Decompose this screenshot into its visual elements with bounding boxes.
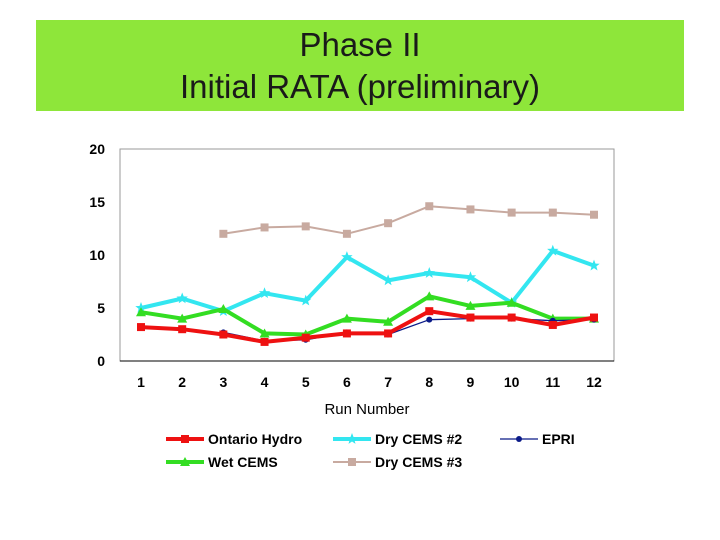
data-point	[341, 251, 353, 262]
x-tick-label: 6	[343, 374, 351, 390]
x-tick-label: 12	[586, 374, 602, 390]
series-dry-cems-3	[219, 202, 598, 238]
data-point	[346, 433, 358, 444]
legend-label: Ontario Hydro	[208, 431, 302, 447]
y-tick-label: 20	[89, 141, 105, 157]
data-point	[300, 294, 312, 306]
data-point	[516, 436, 522, 442]
x-tick-label: 2	[178, 374, 186, 390]
data-point	[180, 457, 190, 466]
data-point	[136, 307, 146, 317]
data-point	[590, 210, 598, 219]
legend-item: Wet CEMS	[166, 454, 278, 470]
series-line	[140, 309, 595, 344]
legend-label: Dry CEMS #2	[375, 431, 462, 447]
data-point	[465, 300, 476, 310]
x-tick-label: 7	[384, 374, 392, 390]
slide-title-line-2: Initial RATA (preliminary)	[179, 68, 541, 105]
data-point	[176, 292, 188, 304]
y-tick-label: 0	[97, 353, 105, 369]
data-point	[218, 304, 229, 314]
data-point	[181, 435, 189, 443]
series-layer	[135, 202, 600, 346]
data-point	[259, 328, 270, 338]
data-point	[258, 287, 271, 298]
series-line	[140, 294, 594, 337]
y-tick-label: 5	[97, 300, 105, 316]
data-point	[260, 337, 269, 346]
chart-axes	[119, 148, 615, 362]
data-point	[425, 307, 434, 316]
legend-label: Wet CEMS	[208, 454, 278, 470]
slide-title-line-1: Phase II	[299, 26, 421, 63]
data-point	[342, 329, 351, 338]
data-point	[341, 313, 352, 323]
data-point	[382, 274, 394, 286]
x-tick-label: 5	[302, 374, 310, 390]
legend-item: Ontario Hydro	[166, 431, 302, 447]
data-point	[588, 259, 600, 271]
x-tick-label: 8	[425, 374, 433, 390]
data-point	[219, 229, 228, 238]
data-point	[590, 313, 598, 322]
data-point	[466, 205, 475, 214]
data-point	[383, 316, 394, 326]
x-axis-label: Run Number	[324, 401, 409, 418]
data-point	[301, 333, 310, 342]
data-point	[548, 208, 557, 217]
x-tick-label: 3	[219, 374, 227, 390]
data-point	[507, 208, 516, 217]
title-band: Phase II Initial RATA (preliminary)	[36, 20, 684, 111]
x-tick-label: 9	[467, 374, 475, 390]
y-tick-label: 15	[89, 194, 105, 210]
data-point	[301, 222, 310, 231]
data-point	[384, 329, 393, 338]
data-point	[426, 316, 433, 323]
data-point	[342, 229, 351, 238]
series-ontario-hydro	[137, 307, 598, 346]
data-point	[466, 313, 475, 322]
x-tick-label: 4	[261, 374, 269, 390]
data-point	[547, 244, 559, 256]
legend-label: EPRI	[542, 431, 575, 447]
data-point	[260, 223, 269, 232]
legend-label: Dry CEMS #3	[375, 454, 462, 470]
x-tick-label: 10	[504, 374, 520, 390]
chart-legend: Ontario Hydro Dry CEMS #2 EPRI Wet CEMS Dry …	[166, 431, 575, 470]
data-point	[423, 267, 435, 278]
data-point	[177, 313, 188, 323]
data-point	[548, 320, 557, 329]
data-point	[425, 202, 434, 211]
data-point	[506, 297, 517, 307]
series-line	[223, 205, 595, 235]
data-point	[464, 271, 477, 283]
x-tick-label: 1	[137, 374, 145, 390]
legend-item: Dry CEMS #3	[333, 454, 462, 470]
legend-item: Dry CEMS #2	[333, 431, 462, 447]
x-tick-label: 11	[545, 374, 560, 390]
data-point	[219, 330, 228, 339]
data-point	[507, 313, 516, 322]
data-point	[137, 323, 145, 332]
data-point	[384, 219, 393, 228]
data-point	[348, 458, 356, 466]
data-point	[424, 291, 435, 301]
y-tick-label: 10	[89, 247, 105, 263]
plot-area	[119, 148, 615, 362]
legend-item: EPRI	[500, 431, 575, 447]
data-point	[178, 325, 187, 334]
